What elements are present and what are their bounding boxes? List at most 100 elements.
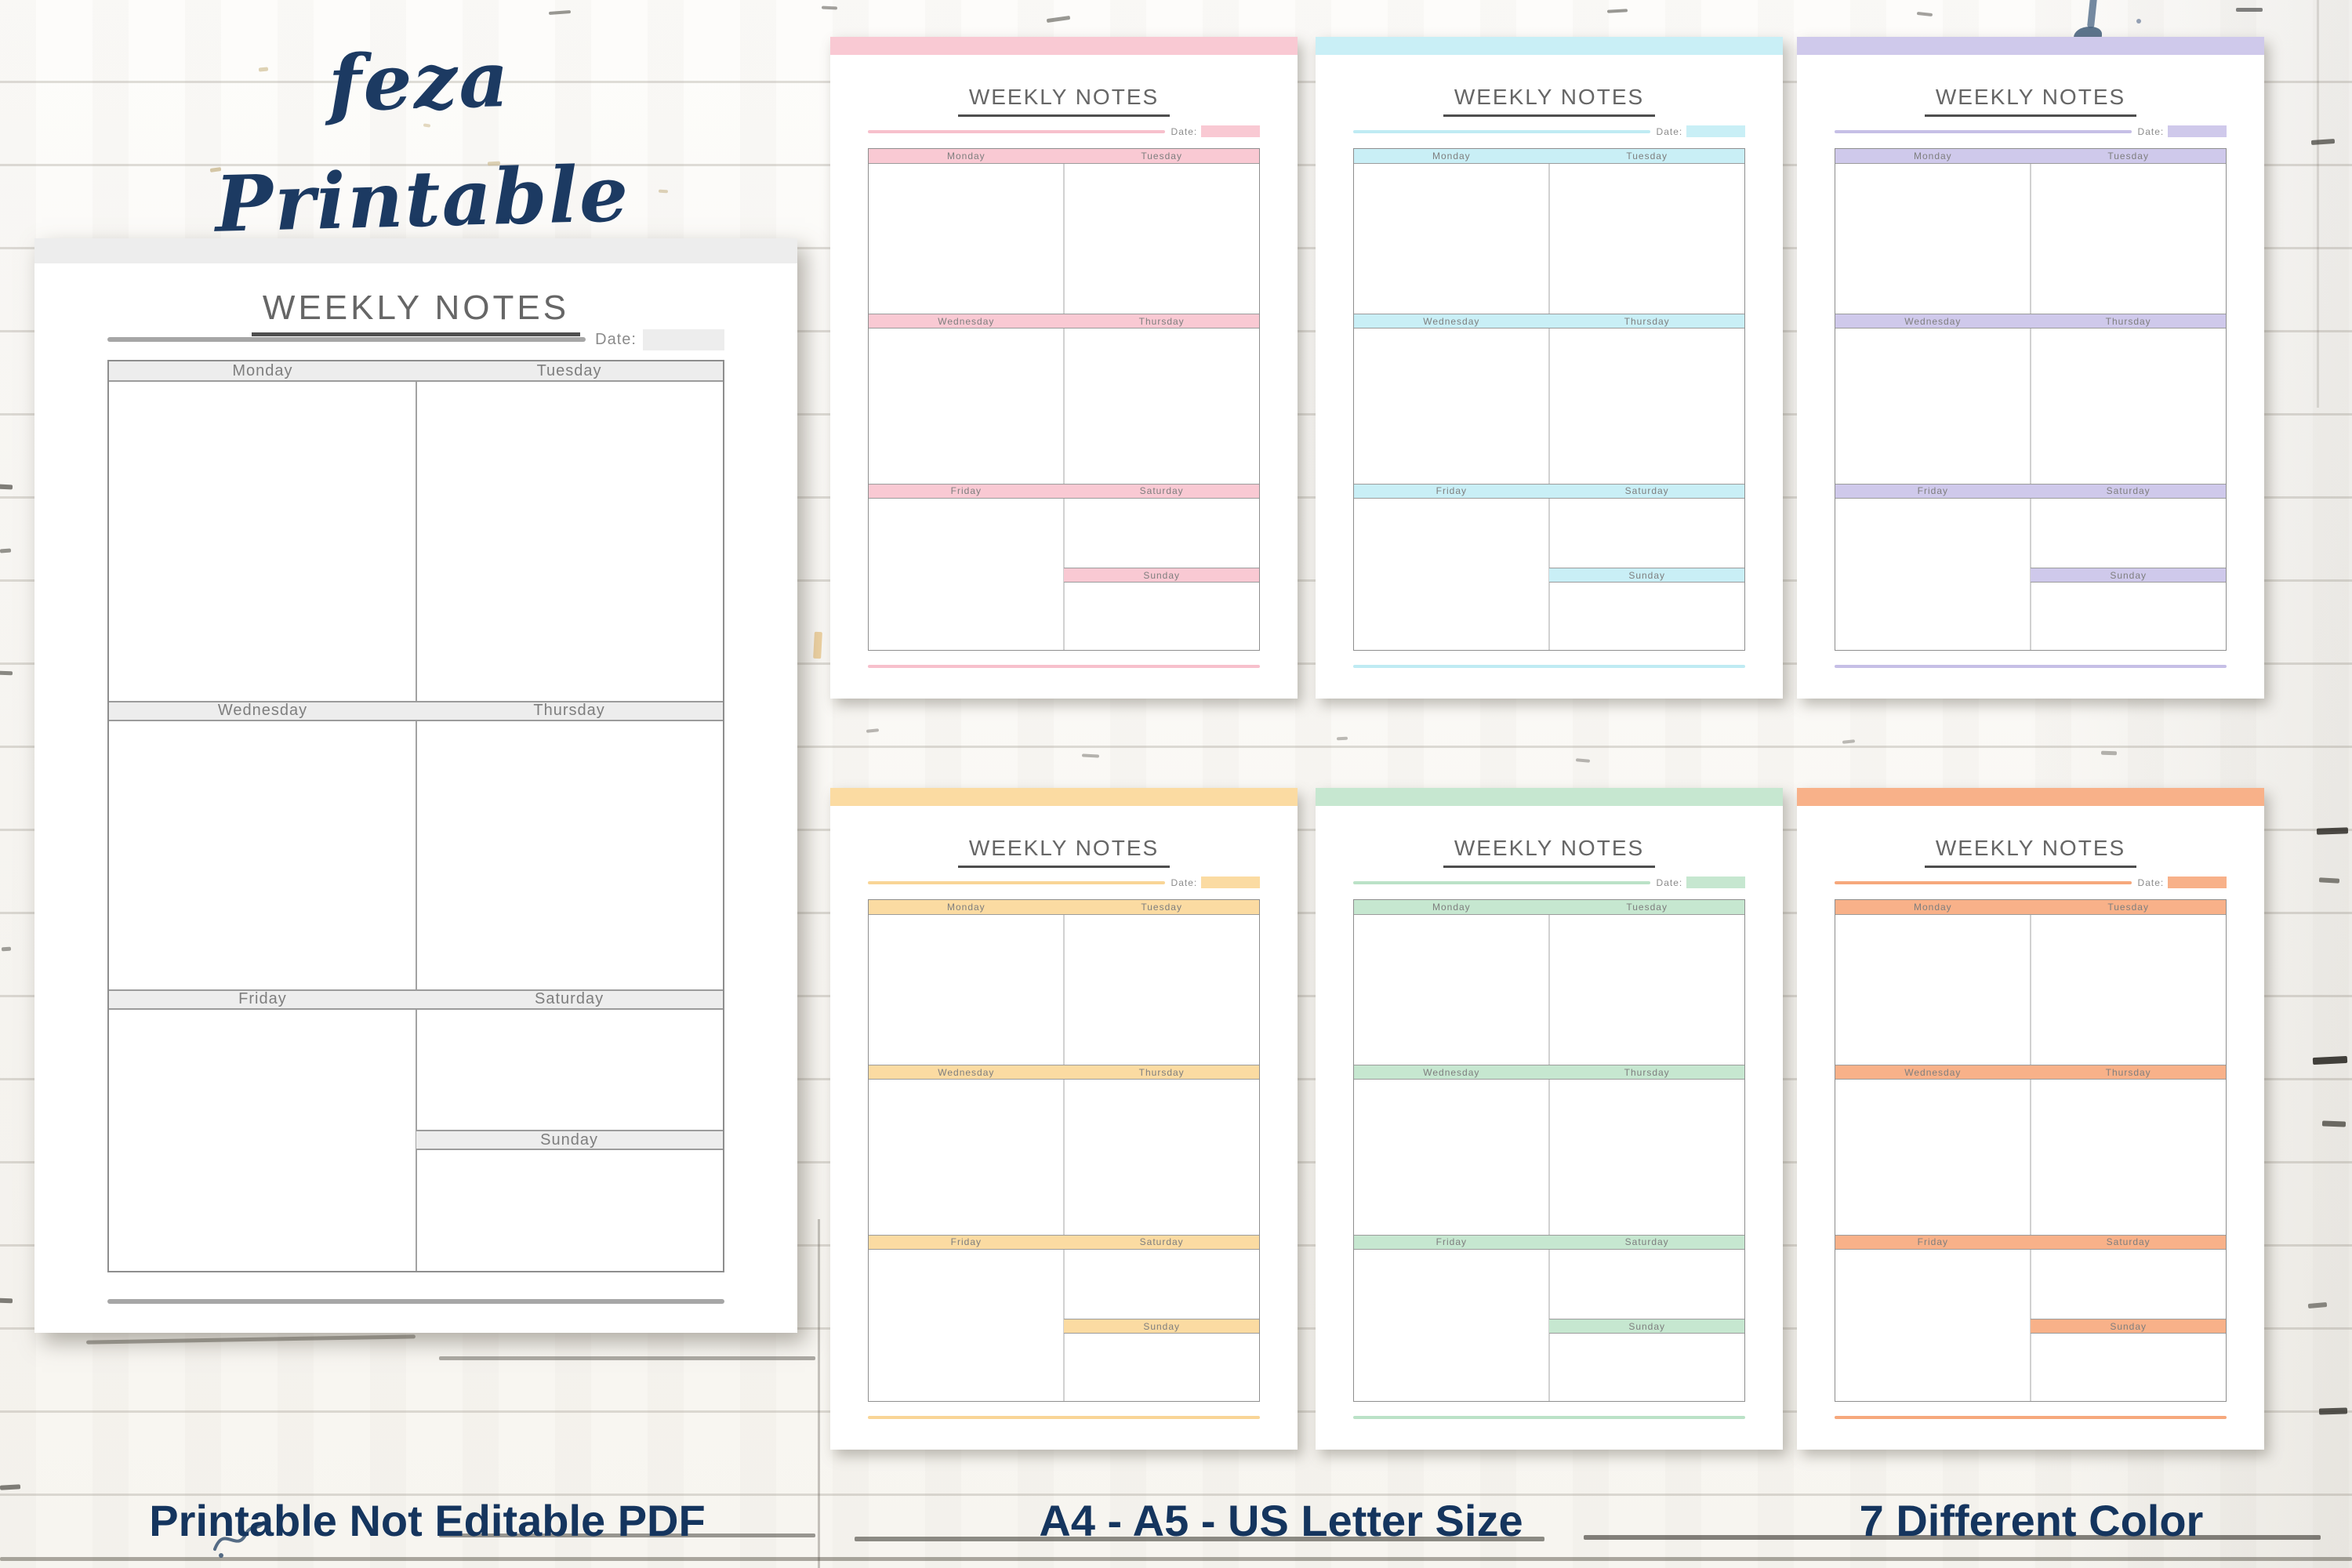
day-label-saturday: Saturday: [2106, 1236, 2151, 1248]
ink-speck: [0, 1484, 21, 1490]
ink-speck: [1916, 11, 1933, 17]
day-label-saturday: Saturday: [1624, 485, 1669, 497]
ink-speck: [0, 484, 13, 490]
week-grid: Monday Tuesday Wednesday Thursday Friday…: [867, 898, 1261, 1403]
date-row: Date:: [1352, 877, 1746, 889]
date-input-box: [1201, 877, 1261, 889]
caption-color-count: 7 Different Color: [1859, 1496, 2204, 1545]
ink-speck: [2321, 1120, 2347, 1127]
day-label-friday: Friday: [1436, 1236, 1467, 1248]
day-label-wednesday: Wednesday: [1904, 1066, 1962, 1078]
date-input-box: [1201, 125, 1261, 138]
day-label-monday: Monday: [1432, 150, 1471, 162]
day-label-saturday: Saturday: [1139, 485, 1184, 497]
week-grid: Monday Tuesday Wednesday Thursday Friday…: [1352, 898, 1746, 1403]
week-grid: Monday Tuesday Wednesday Thursday Friday…: [867, 147, 1261, 652]
date-line: [867, 880, 1165, 884]
day-label-friday: Friday: [950, 1236, 982, 1248]
day-label-thursday: Thursday: [2105, 1066, 2151, 1078]
day-label-wednesday: Wednesday: [1423, 1066, 1480, 1078]
wood-streak: [1584, 1535, 2321, 1540]
planner-preview-gray: WEEKLY NOTES Date: Monday Tuesday Wednes…: [34, 238, 797, 1333]
bottom-accent-line: [1352, 664, 1746, 668]
planner-title: WEEKLY NOTES: [1924, 85, 2137, 117]
day-header-row-mon-tue: Monday Tuesday: [1353, 148, 1745, 164]
ink-speck: [2318, 877, 2340, 884]
day-label-monday: Monday: [1913, 150, 1952, 162]
day-label-sunday: Sunday: [2110, 569, 2147, 581]
day-header-row-fri-sat: Friday Saturday: [1835, 483, 2227, 499]
day-label-friday: Friday: [950, 485, 982, 497]
tan-fleck: [813, 631, 822, 659]
planner-top-band: [830, 37, 1298, 55]
ink-speck: [1046, 15, 1071, 24]
date-input-box: [2168, 877, 2227, 889]
planner-title-wrap: WEEKLY NOTES: [1316, 836, 1783, 868]
day-label-sunday: Sunday: [540, 1131, 598, 1149]
date-row: Date:: [1352, 125, 1746, 138]
date-row: Date:: [867, 125, 1261, 138]
planner-title-wrap: WEEKLY NOTES: [1797, 836, 2264, 868]
bottom-accent-line: [867, 1415, 1261, 1419]
date-label: Date:: [1656, 877, 1683, 888]
ink-speck: [2312, 1055, 2348, 1065]
date-label: Date:: [2137, 125, 2165, 137]
date-label: Date:: [1656, 125, 1683, 137]
planner-preview-orange: WEEKLY NOTES Date: Monday Tuesday Wednes…: [1797, 788, 2264, 1450]
planner-title-wrap: WEEKLY NOTES: [1316, 85, 1783, 117]
date-label: Date:: [1171, 125, 1198, 137]
date-line: [107, 337, 586, 343]
planner-title: WEEKLY NOTES: [1443, 836, 1656, 868]
day-label-thursday: Thursday: [1624, 1066, 1670, 1078]
date-input-box: [642, 328, 724, 350]
day-label-sunday: Sunday: [1628, 569, 1666, 581]
day-label-tuesday: Tuesday: [2107, 901, 2149, 913]
date-label: Date:: [595, 330, 637, 348]
day-label-wednesday: Wednesday: [938, 315, 995, 327]
planner-title: WEEKLY NOTES: [1924, 836, 2137, 868]
wood-joint-line: [818, 1219, 820, 1568]
day-header-sunday: Sunday: [2031, 568, 2227, 583]
ink-squiggle: [213, 1521, 265, 1558]
day-header-row-fri-sat: Friday Saturday: [868, 1234, 1260, 1250]
day-header-row-wed-thu: Wednesday Thursday: [1353, 1065, 1745, 1080]
day-label-friday: Friday: [238, 990, 287, 1008]
wood-joint-line: [2317, 0, 2319, 408]
week-grid: Monday Tuesday Wednesday Thursday Friday…: [1834, 898, 2227, 1403]
day-header-sunday: Sunday: [416, 1130, 723, 1151]
day-header-sunday: Sunday: [1549, 1319, 1745, 1334]
ink-speck: [2100, 750, 2118, 756]
grid-center-divider: [1548, 148, 1550, 651]
week-grid: Monday Tuesday Wednesday Thursday Friday…: [1352, 147, 1746, 652]
ink-speck: [2310, 138, 2336, 146]
wood-streak: [0, 1557, 2352, 1561]
day-label-sunday: Sunday: [1143, 1320, 1181, 1332]
day-header-row-mon-tue: Monday Tuesday: [1353, 899, 1745, 915]
grid-center-divider: [1063, 148, 1065, 651]
ink-speck: [548, 10, 572, 15]
date-line: [1352, 129, 1650, 133]
ink-speck: [2136, 19, 2141, 24]
date-line: [1352, 880, 1650, 884]
day-label-monday: Monday: [1913, 901, 1952, 913]
day-header-row-wed-thu: Wednesday Thursday: [109, 700, 723, 721]
planner-title: WEEKLY NOTES: [1443, 85, 1656, 117]
date-line: [1834, 129, 2132, 133]
wood-streak: [439, 1534, 815, 1537]
day-label-monday: Monday: [946, 150, 985, 162]
planner-top-band: [34, 238, 797, 264]
ink-speck: [1336, 736, 1348, 741]
ink-speck: [1842, 739, 1856, 744]
planner-title-wrap: WEEKLY NOTES: [830, 836, 1298, 868]
day-header-row-fri-sat: Friday Saturday: [1353, 1234, 1745, 1250]
day-label-tuesday: Tuesday: [1141, 901, 1182, 913]
caption-printable-not-editable: Printable Not Editable PDF: [149, 1496, 706, 1545]
day-label-wednesday: Wednesday: [217, 702, 308, 720]
day-label-saturday: Saturday: [2106, 485, 2151, 497]
ink-speck: [2236, 8, 2263, 12]
date-row: Date:: [867, 877, 1261, 889]
planner-title: WEEKLY NOTES: [957, 85, 1171, 117]
ink-speck: [2307, 1301, 2328, 1309]
day-label-sunday: Sunday: [2110, 1320, 2147, 1332]
